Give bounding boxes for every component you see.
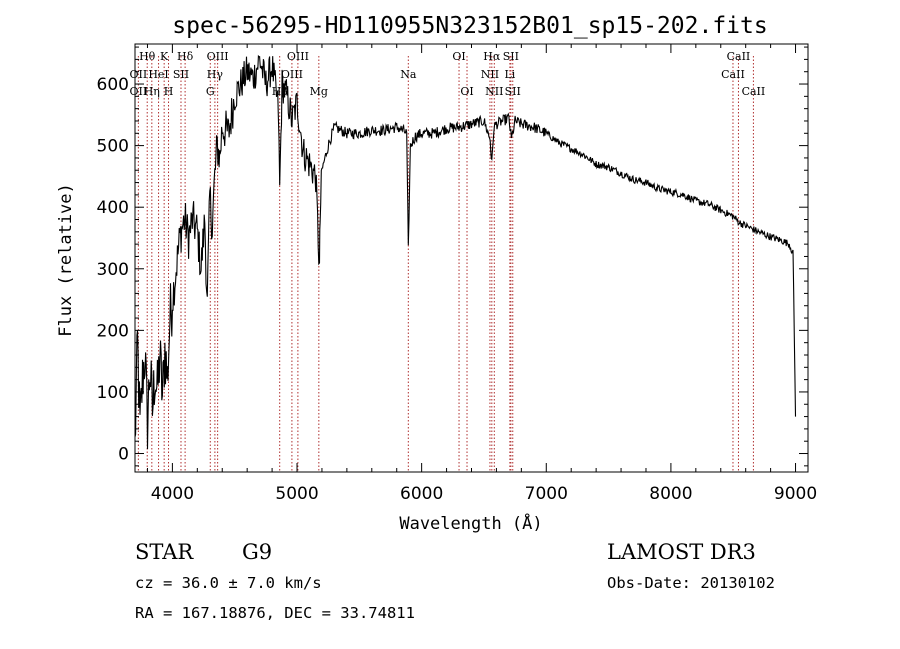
chart-title: spec-56295-HD110955N323152B01_sp15-202.f… bbox=[172, 13, 767, 39]
line-marker-label: Hγ bbox=[207, 68, 224, 81]
line-marker-label: OI bbox=[460, 85, 473, 98]
y-tick-label: 400 bbox=[97, 198, 129, 218]
line-marker-label: OII bbox=[130, 68, 148, 81]
x-tick-label: 7000 bbox=[525, 484, 568, 504]
line-marker-label: CaII bbox=[721, 68, 745, 81]
y-tick-label: 300 bbox=[97, 260, 129, 280]
line-marker-label: SII bbox=[503, 50, 519, 63]
coordinates: RA = 167.18876, DEC = 33.74811 bbox=[135, 604, 415, 622]
y-tick-label: 600 bbox=[97, 75, 129, 95]
y-tick-label: 200 bbox=[97, 321, 129, 341]
obs-date: Obs-Date: 20130102 bbox=[607, 574, 775, 592]
x-tick-label: 9000 bbox=[774, 484, 817, 504]
line-marker-label: OIII bbox=[281, 68, 303, 81]
line-marker-label: Na bbox=[400, 68, 417, 81]
line-marker-label: CaII bbox=[742, 85, 766, 98]
x-tick-label: 4000 bbox=[151, 484, 194, 504]
y-tick-label: 100 bbox=[97, 383, 129, 403]
line-marker-label: Hα bbox=[483, 50, 501, 63]
line-marker-label: SII bbox=[173, 68, 189, 81]
plot-frame bbox=[134, 43, 809, 473]
object-subclass: G9 bbox=[242, 540, 272, 564]
line-markers bbox=[137, 56, 754, 472]
line-marker-label: HeI bbox=[148, 68, 168, 81]
y-tick-label: 0 bbox=[118, 445, 129, 465]
line-marker-label: OI bbox=[452, 50, 465, 63]
line-marker-label: NII bbox=[485, 85, 503, 98]
redshift-readout: cz = 36.0 ± 7.0 km/s bbox=[135, 574, 322, 592]
line-marker-label: Hδ bbox=[177, 50, 194, 63]
spectrum-line bbox=[134, 54, 797, 450]
survey-name: LAMOST DR3 bbox=[607, 540, 756, 564]
line-marker-label: Hθ bbox=[139, 50, 156, 63]
line-marker-label: Mg bbox=[310, 85, 328, 98]
line-marker-label: OII bbox=[130, 85, 148, 98]
y-tick-label: 500 bbox=[97, 137, 129, 157]
x-axis-label: Wavelength (Å) bbox=[399, 512, 542, 534]
line-marker-label: K bbox=[160, 50, 169, 63]
line-marker-label: NII bbox=[481, 68, 499, 81]
line-marker-label: Hη bbox=[144, 85, 160, 98]
line-marker-label: SII bbox=[505, 85, 521, 98]
x-axis-ticks: 4000 5000 6000 7000 8000 9000 bbox=[146, 44, 817, 504]
x-tick-label: 5000 bbox=[275, 484, 318, 504]
object-class: STAR bbox=[135, 540, 194, 564]
x-tick-label: 6000 bbox=[400, 484, 443, 504]
line-marker-label: OIII bbox=[287, 50, 309, 63]
line-marker-label: H bbox=[164, 85, 174, 98]
y-axis-label: Flux (relative) bbox=[56, 183, 76, 337]
line-marker-label: CaII bbox=[727, 50, 751, 63]
line-marker-label: Li bbox=[504, 68, 515, 81]
x-tick-label: 8000 bbox=[649, 484, 692, 504]
line-marker-label: OIII bbox=[207, 50, 229, 63]
line-marker-label: G bbox=[206, 85, 215, 98]
y-axis-ticks: 0 100 200 300 400 500 600 bbox=[97, 46, 808, 467]
